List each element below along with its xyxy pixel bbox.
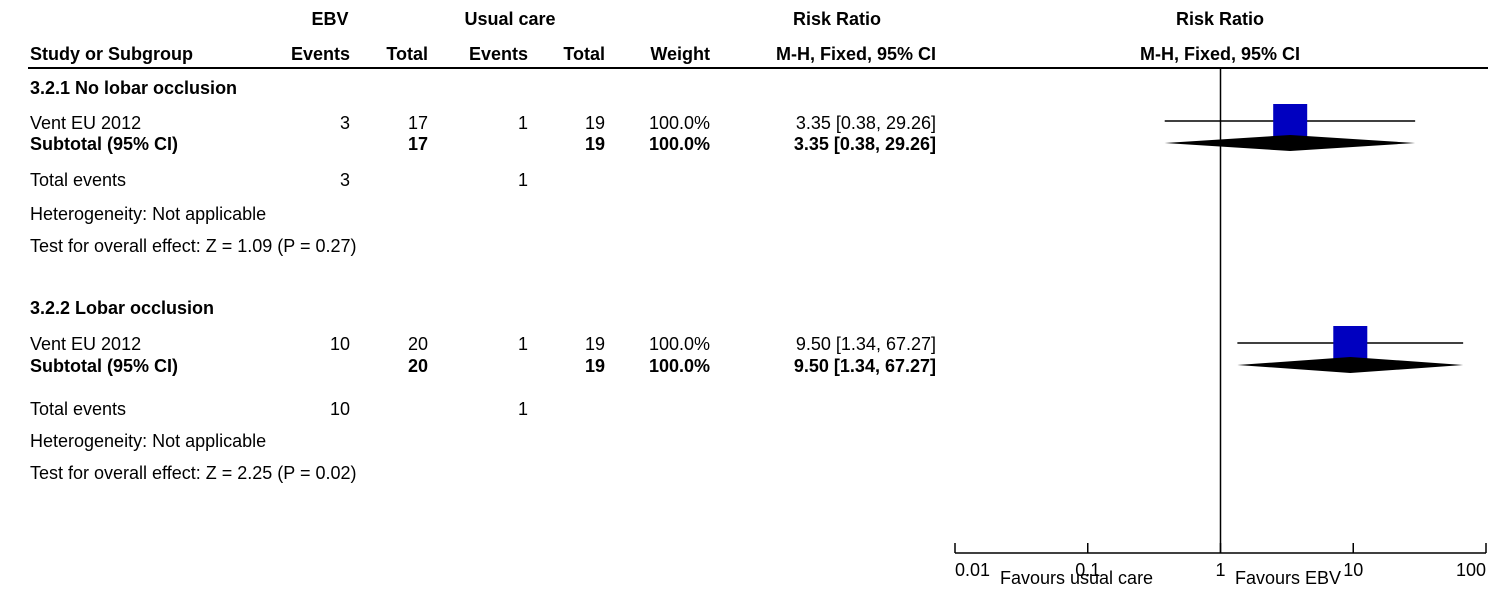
favours-right-label: Favours EBV xyxy=(1235,568,1342,588)
study-column-header: Study or Subgroup xyxy=(30,44,193,64)
subtotal-total2: 19 xyxy=(584,134,605,154)
subtotal-total1: 17 xyxy=(407,134,428,154)
study-events1: 10 xyxy=(329,334,350,354)
study-weight: 100.0% xyxy=(648,113,710,133)
weight-column-header: Weight xyxy=(650,44,710,64)
subtotal-weight: 100.0% xyxy=(648,356,710,376)
study-total2: 19 xyxy=(584,113,605,133)
overall-effect-text: Test for overall effect: Z = 2.25 (P = 0… xyxy=(30,463,357,483)
subtotal-total1: 20 xyxy=(407,356,428,376)
group1-header: EBV xyxy=(311,9,349,29)
subtotal-total2: 19 xyxy=(584,356,605,376)
subtotal-label: Subtotal (95% CI) xyxy=(30,134,179,154)
subgroup-title: 3.2.2 Lobar occlusion xyxy=(30,298,215,318)
heterogeneity-text: Heterogeneity: Not applicable xyxy=(30,204,267,224)
header-rule xyxy=(28,67,1488,69)
overall-effect-text: Test for overall effect: Z = 1.09 (P = 0… xyxy=(30,236,357,256)
events1-column-header: Events xyxy=(290,44,350,64)
total-events-label: Total events xyxy=(30,399,127,419)
total1-column-header: Total xyxy=(386,44,428,64)
risk-ratio-column-header: Risk Ratio xyxy=(792,9,882,29)
subtotal-diamond xyxy=(1237,357,1464,373)
risk-ratio-plot-header: Risk Ratio xyxy=(1175,9,1265,29)
study-name: Vent EU 2012 xyxy=(30,113,142,133)
x-axis-tick-label: 100 xyxy=(1456,560,1486,580)
method-column-header: M-H, Fixed, 95% CI xyxy=(775,44,936,64)
study-total2: 19 xyxy=(584,334,605,354)
subtotal-weight: 100.0% xyxy=(648,134,710,154)
study-events2: 1 xyxy=(517,113,528,133)
study-ci: 9.50 [1.34, 67.27] xyxy=(795,334,936,354)
subtotal-label: Subtotal (95% CI) xyxy=(30,356,179,376)
total2-column-header: Total xyxy=(563,44,605,64)
x-axis-tick-label: 0.1 xyxy=(1075,560,1100,580)
study-total1: 20 xyxy=(407,334,428,354)
plot-method-header: M-H, Fixed, 95% CI xyxy=(1139,44,1301,64)
study-effect-square xyxy=(1333,326,1368,360)
total-events1: 10 xyxy=(329,399,350,419)
study-name: Vent EU 2012 xyxy=(30,334,142,354)
x-axis-tick-label: 0.01 xyxy=(955,560,990,580)
subgroup-title: 3.2.1 No lobar occlusion xyxy=(30,78,238,98)
x-axis-tick-label: 1 xyxy=(1215,560,1225,580)
x-axis-tick-label: 10 xyxy=(1343,560,1363,580)
total-events2: 1 xyxy=(517,399,528,419)
events2-column-header: Events xyxy=(468,44,528,64)
total-events1: 3 xyxy=(339,170,350,190)
study-ci: 3.35 [0.38, 29.26] xyxy=(795,113,936,133)
study-events2: 1 xyxy=(517,334,528,354)
subtotal-diamond xyxy=(1164,135,1416,151)
study-events1: 3 xyxy=(339,113,350,133)
heterogeneity-text: Heterogeneity: Not applicable xyxy=(30,431,267,451)
total-events2: 1 xyxy=(517,170,528,190)
subtotal-ci: 9.50 [1.34, 67.27] xyxy=(793,356,936,376)
study-effect-square xyxy=(1273,104,1308,138)
study-weight: 100.0% xyxy=(648,334,710,354)
favours-left-label: Favours usual care xyxy=(1000,568,1154,588)
study-total1: 17 xyxy=(407,113,428,133)
group2-header: Usual care xyxy=(464,9,556,29)
subtotal-ci: 3.35 [0.38, 29.26] xyxy=(793,134,936,154)
total-events-label: Total events xyxy=(30,170,127,190)
